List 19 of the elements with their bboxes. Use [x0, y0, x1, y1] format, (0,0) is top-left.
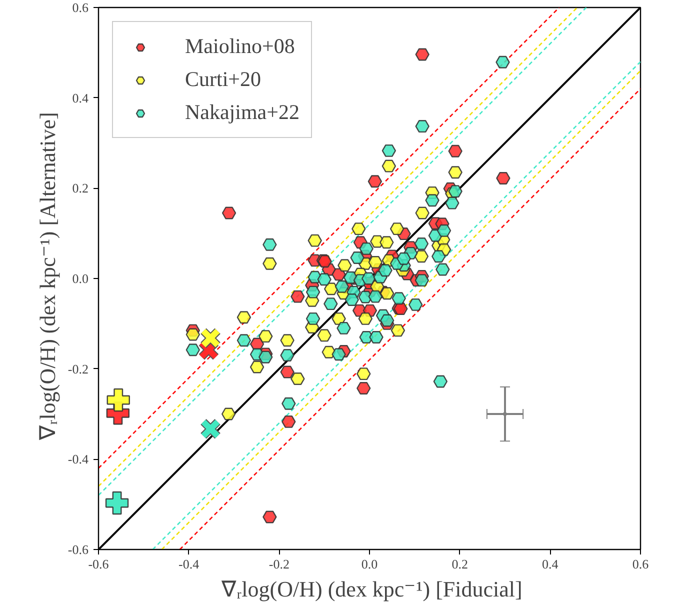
- y-tick-label: 0.4: [72, 90, 89, 106]
- y-tick-label: 0.0: [72, 271, 88, 286]
- legend-label: Nakajima+22: [185, 100, 300, 125]
- y-axis-title: ∇ᵣlog(O/H) (dex kpc⁻¹) [Alternative]: [34, 112, 60, 441]
- x-tick-label: -0.2: [268, 556, 290, 572]
- y-tick-label: 0.6: [72, 0, 89, 15]
- y-tick-label: 0.2: [72, 180, 88, 196]
- x-tick-label: -0.4: [178, 556, 200, 572]
- legend-label: Maiolino+08: [185, 34, 295, 59]
- x-tick-label: 0.2: [452, 556, 468, 572]
- y-tick-label: -0.2: [68, 361, 89, 376]
- legend-label: Curti+20: [185, 67, 262, 92]
- x-tick-label: 0.0: [361, 556, 378, 572]
- x-tick-label: 0.6: [632, 556, 650, 572]
- x-tick-label: 0.4: [542, 556, 559, 572]
- x-tick-label: -0.6: [88, 556, 110, 572]
- x-axis-title: ∇ᵣlog(O/H) (dex kpc⁻¹) [Fiducial]: [220, 576, 522, 602]
- y-tick-label: -0.6: [68, 542, 89, 557]
- y-tick-label: -0.4: [68, 452, 89, 467]
